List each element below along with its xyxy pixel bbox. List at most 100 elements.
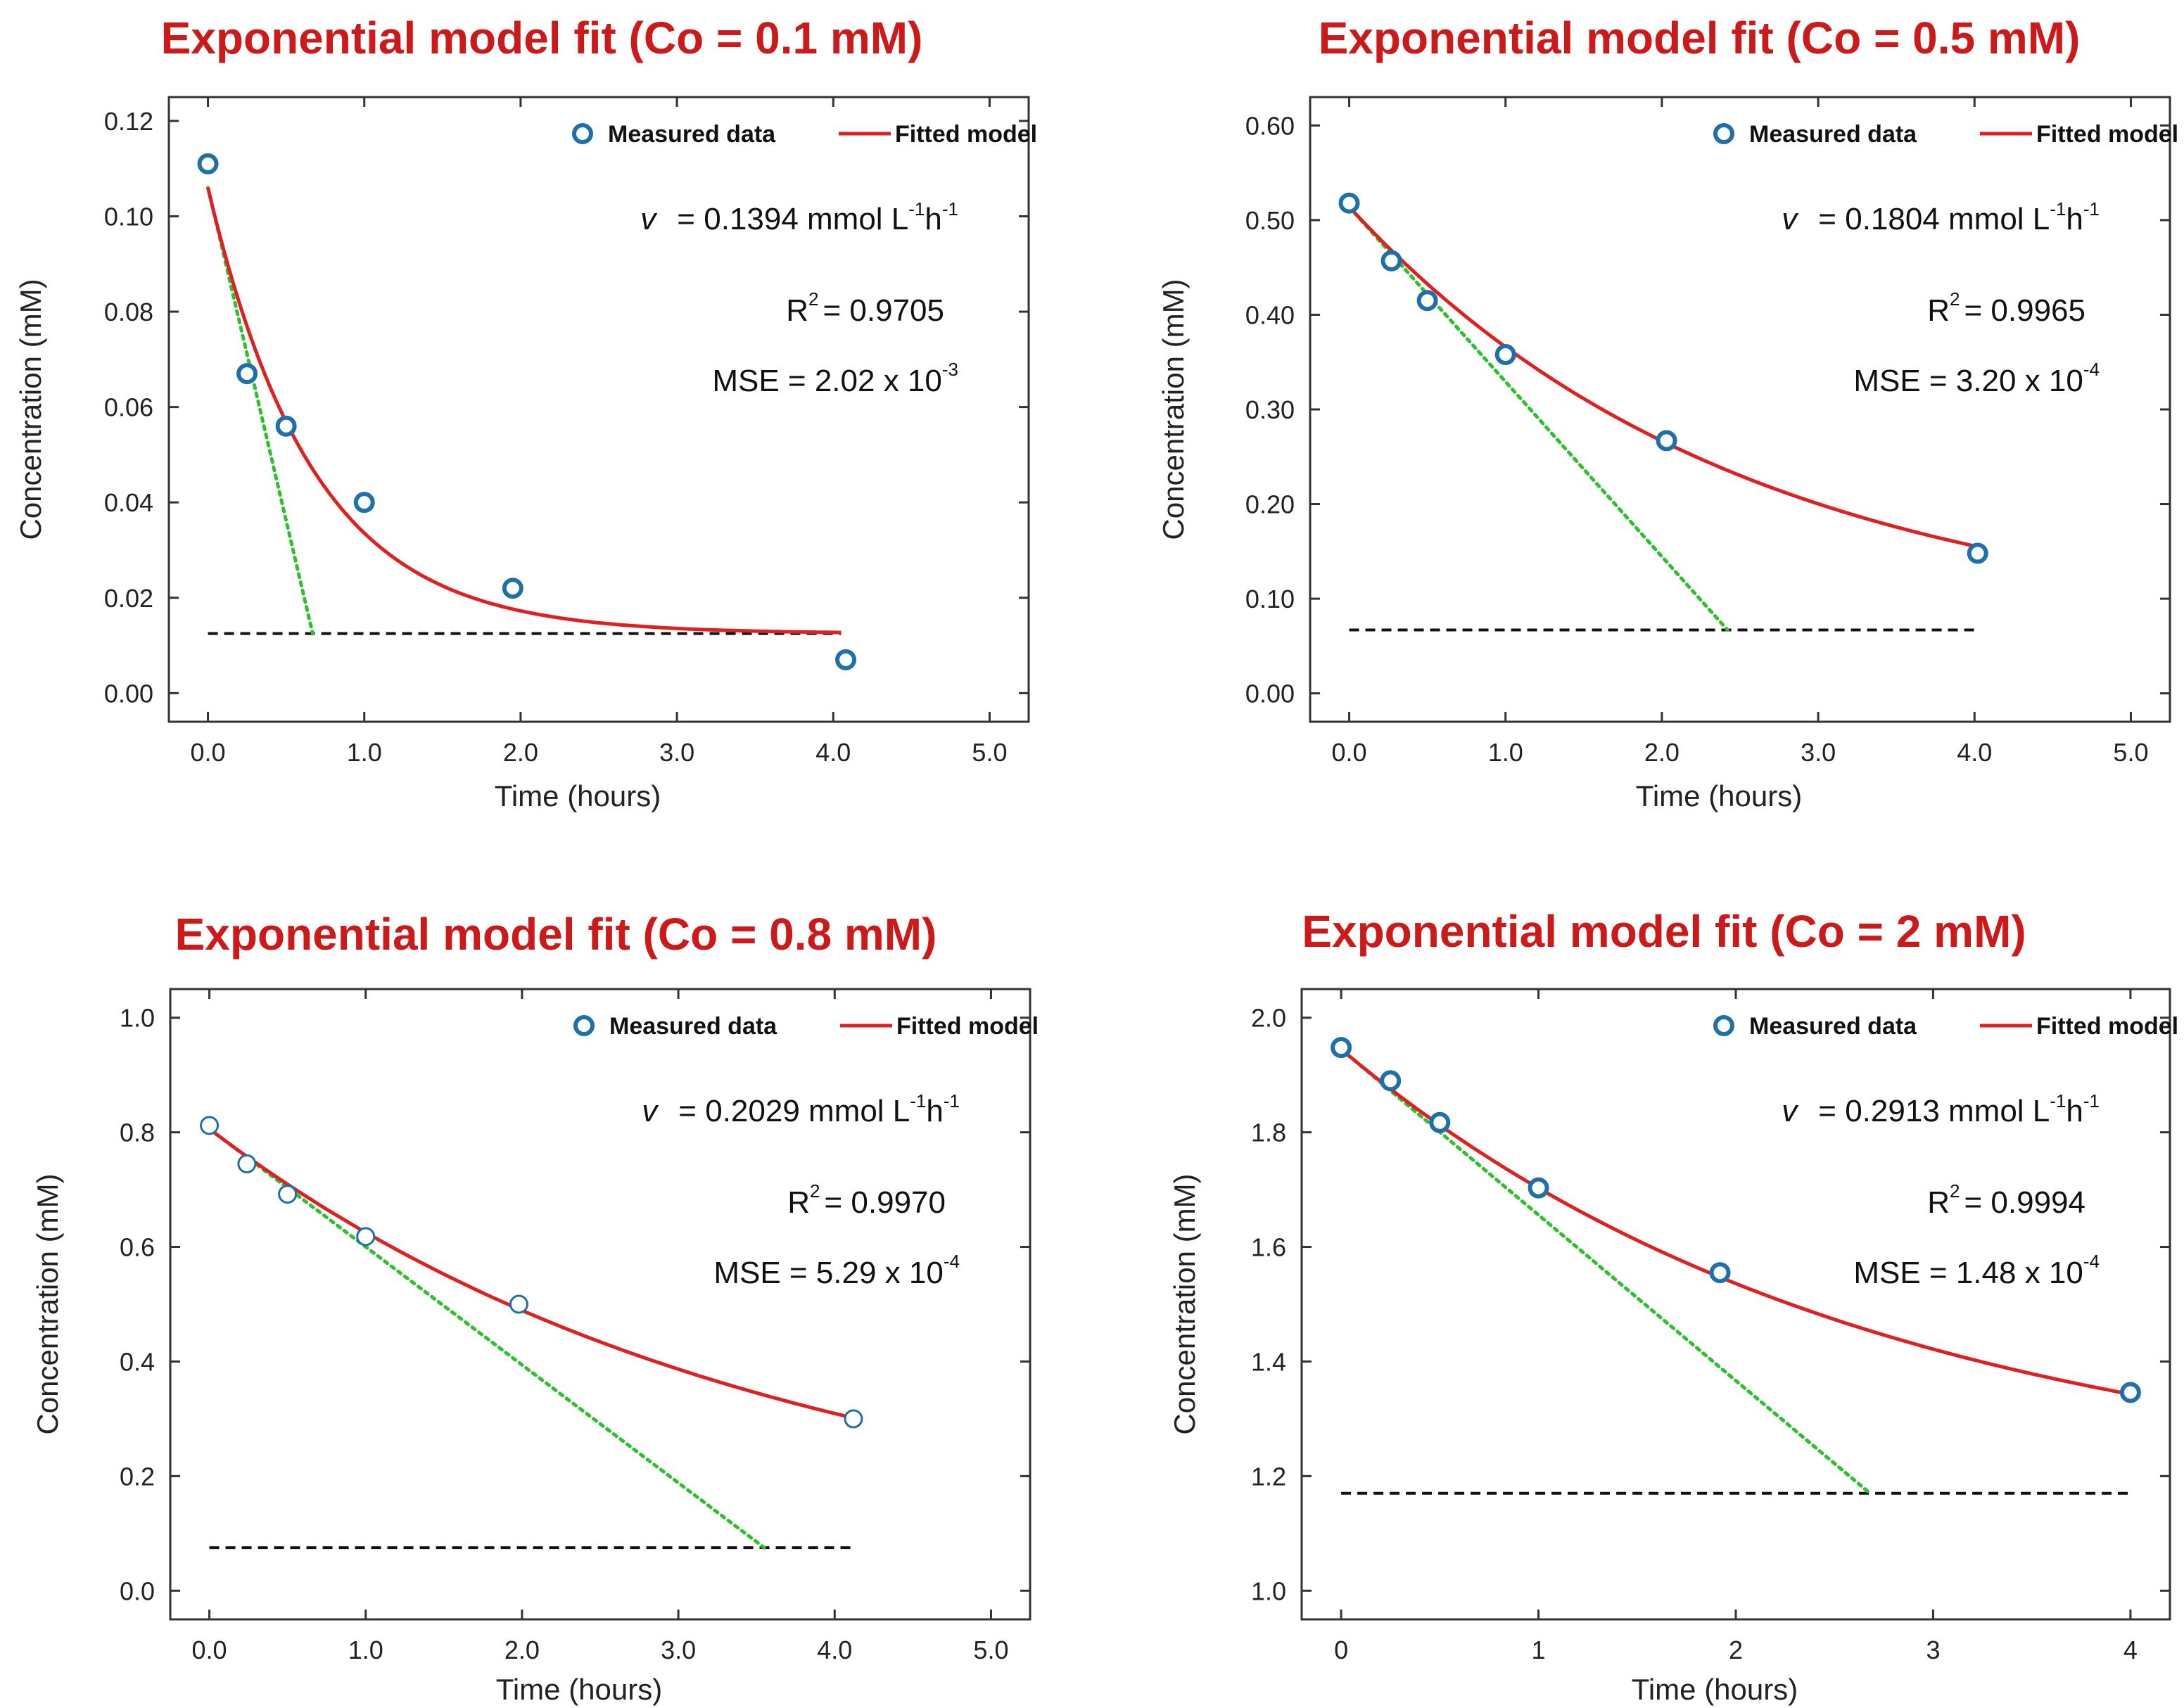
r-squared-annotation: R2 = 0.9994 xyxy=(1927,1180,2085,1220)
mse-exponent: -3 xyxy=(942,359,958,380)
x-tick-label: 5.0 xyxy=(973,1636,1008,1664)
r-squared-value: = 0.9965 xyxy=(1964,293,2086,328)
r-squared-prefix: R xyxy=(1927,293,1950,328)
y-tick-label: 0.4 xyxy=(120,1347,155,1376)
rate-unit-exp1: -1 xyxy=(2050,198,2066,219)
measured-data-point xyxy=(2119,1382,2141,1403)
mse-annotation: MSE = 3.20 x 10-4 xyxy=(1853,359,2100,398)
rate-unit-exp1: -1 xyxy=(2050,1090,2066,1111)
y-tick-label: 1.4 xyxy=(1251,1347,1286,1376)
y-tick-label: 0.6 xyxy=(120,1233,155,1262)
y-tick-label: 0.00 xyxy=(1245,680,1295,708)
chart-panel-3: Exponential model fit (Co = 0.8 mM) 0.0 1.… xyxy=(31,909,1039,1706)
y-tick-label: 0.60 xyxy=(1245,111,1295,140)
measured-data-point xyxy=(509,1294,528,1314)
x-tick-label: 0.0 xyxy=(192,1636,227,1664)
measured-data-point xyxy=(844,1409,863,1429)
rate-unit-exp1: -1 xyxy=(908,198,925,219)
measured-data-point xyxy=(1380,1070,1402,1092)
y-tick-label: 0.10 xyxy=(104,202,153,231)
rate-symbol: v xyxy=(1782,1094,1799,1128)
x-axis-label: Time (hours) xyxy=(1636,779,1802,812)
y-axis-label: Concentration (mM) xyxy=(14,279,47,540)
legend-measured-marker xyxy=(1713,1015,1734,1036)
x-tick-label: 3.0 xyxy=(661,1636,696,1664)
measured-data-point xyxy=(1494,343,1516,365)
x-axis-label: Time (hours) xyxy=(495,779,661,812)
r-squared-exponent: 2 xyxy=(810,1180,820,1202)
rate-unit-h: h xyxy=(2066,202,2083,236)
y-tick-label: 2.0 xyxy=(1251,1004,1286,1033)
y-tick-label: 0.20 xyxy=(1245,490,1295,519)
measured-data-point xyxy=(1416,290,1438,312)
rate-value: = 0.2913 mmol L xyxy=(1818,1094,2050,1128)
legend-fitted-label: Fitted model xyxy=(2036,1013,2178,1040)
measured-data-point xyxy=(1656,430,1677,452)
legend-measured-label: Measured data xyxy=(1749,1013,1917,1040)
y-tick-label: 0.00 xyxy=(104,679,153,708)
r-squared-annotation: R2 = 0.9970 xyxy=(787,1180,946,1220)
measured-data-point xyxy=(1338,192,1360,214)
mse-value: MSE = 1.48 x 10 xyxy=(1853,1256,2083,1290)
measured-data-point xyxy=(1709,1262,1731,1284)
r-squared-value: = 0.9705 xyxy=(823,293,945,328)
x-axis-label: Time (hours) xyxy=(1632,1673,1798,1706)
measured-data-point xyxy=(356,1227,376,1247)
mse-exponent: -4 xyxy=(944,1251,960,1272)
x-tick-label: 0.0 xyxy=(191,738,226,767)
rate-annotation: v = 0.2029 mmol L-1h-1 xyxy=(642,1090,960,1128)
x-tick-label: 0 xyxy=(1334,1636,1348,1664)
measured-data-point xyxy=(1380,250,1402,272)
measured-data-point xyxy=(278,1185,298,1204)
x-tick-label: 3 xyxy=(1926,1636,1940,1664)
rate-symbol: v xyxy=(640,202,658,236)
y-tick-label: 0.08 xyxy=(104,298,153,326)
measured-data-point xyxy=(1967,542,1988,564)
y-tick-label: 0.04 xyxy=(104,488,153,517)
x-tick-label: 2 xyxy=(1729,1636,1743,1664)
r-squared-annotation: R2 = 0.9965 xyxy=(1927,288,2085,328)
r-squared-value: = 0.9970 xyxy=(825,1185,946,1220)
y-tick-label: 0.06 xyxy=(104,393,153,422)
y-tick-label: 0.8 xyxy=(120,1119,155,1147)
mse-annotation: MSE = 5.29 x 10-4 xyxy=(713,1251,960,1290)
plot-frame xyxy=(1309,96,2171,723)
y-tick-label: 0.30 xyxy=(1245,395,1295,424)
y-axis-label: Concentration (mM) xyxy=(1168,1173,1201,1434)
r-squared-prefix: R xyxy=(786,293,808,328)
legend-measured-label: Measured data xyxy=(609,1013,777,1040)
y-tick-label: 0.40 xyxy=(1245,300,1295,329)
measured-data-point xyxy=(502,578,523,599)
x-tick-label: 2.0 xyxy=(503,738,538,767)
mse-exponent: -4 xyxy=(2083,359,2100,380)
legend-measured-label: Measured data xyxy=(1749,121,1917,148)
rate-value: = 0.2029 mmol L xyxy=(678,1094,910,1128)
x-tick-label: 4 xyxy=(2123,1636,2138,1664)
legend-measured-marker xyxy=(1713,123,1734,144)
mse-annotation: MSE = 1.48 x 10-4 xyxy=(1853,1251,2100,1290)
x-tick-label: 1.0 xyxy=(347,738,382,767)
measured-data-point xyxy=(275,415,297,437)
x-tick-label: 5.0 xyxy=(2113,738,2148,767)
x-tick-label: 4.0 xyxy=(815,738,851,767)
rate-unit-exp2: -1 xyxy=(942,198,958,219)
legend-measured-marker xyxy=(572,123,593,144)
rate-annotation: v = 0.1804 mmol L-1h-1 xyxy=(1782,198,2100,236)
plot-frame xyxy=(167,96,1030,723)
x-tick-label: 1 xyxy=(1532,1636,1546,1664)
measured-data-point xyxy=(1429,1111,1451,1133)
rate-unit-exp2: -1 xyxy=(944,1090,960,1111)
rate-annotation: v = 0.2913 mmol L-1h-1 xyxy=(1782,1090,2100,1128)
x-tick-label: 5.0 xyxy=(972,738,1007,767)
x-tick-label: 2.0 xyxy=(1644,738,1680,767)
rate-symbol: v xyxy=(642,1094,659,1128)
mse-value: MSE = 5.29 x 10 xyxy=(713,1256,944,1290)
y-tick-label: 0.10 xyxy=(1245,585,1295,613)
y-tick-label: 0.0 xyxy=(120,1576,155,1605)
rate-unit-exp2: -1 xyxy=(2083,1090,2100,1111)
y-tick-label: 0.12 xyxy=(104,107,153,136)
rate-unit-h: h xyxy=(925,202,941,236)
y-tick-label: 1.6 xyxy=(1251,1233,1286,1262)
rate-unit-h: h xyxy=(2066,1094,2083,1128)
